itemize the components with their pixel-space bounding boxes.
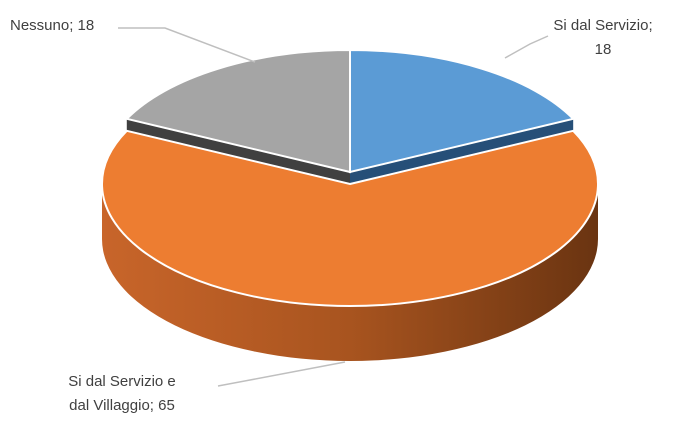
value-label: 18: [77, 17, 95, 34]
data-label: Si dal Servizio; 18: [548, 14, 658, 62]
slice-side: [102, 184, 598, 361]
label-separator: ;: [69, 17, 74, 34]
value-label: 65: [158, 397, 175, 414]
leader-line: [118, 27, 256, 63]
data-label: Nessuno; 18: [10, 14, 150, 38]
pie-slice: [101, 129, 599, 307]
category-label: Si dal Servizio: [553, 17, 649, 34]
pie-slice: [124, 48, 351, 174]
leader-line: [504, 35, 549, 59]
label-separator: ;: [149, 397, 154, 414]
category-label: Si dal Servizio e dal Villaggio: [68, 373, 176, 414]
pie-slice: [349, 48, 576, 174]
value-label: 18: [594, 41, 612, 58]
data-label: Si dal Servizio e dal Villaggio; 65: [62, 370, 182, 418]
label-separator: ;: [648, 17, 653, 34]
category-label: Nessuno: [10, 17, 70, 34]
leader-line: [217, 361, 346, 387]
